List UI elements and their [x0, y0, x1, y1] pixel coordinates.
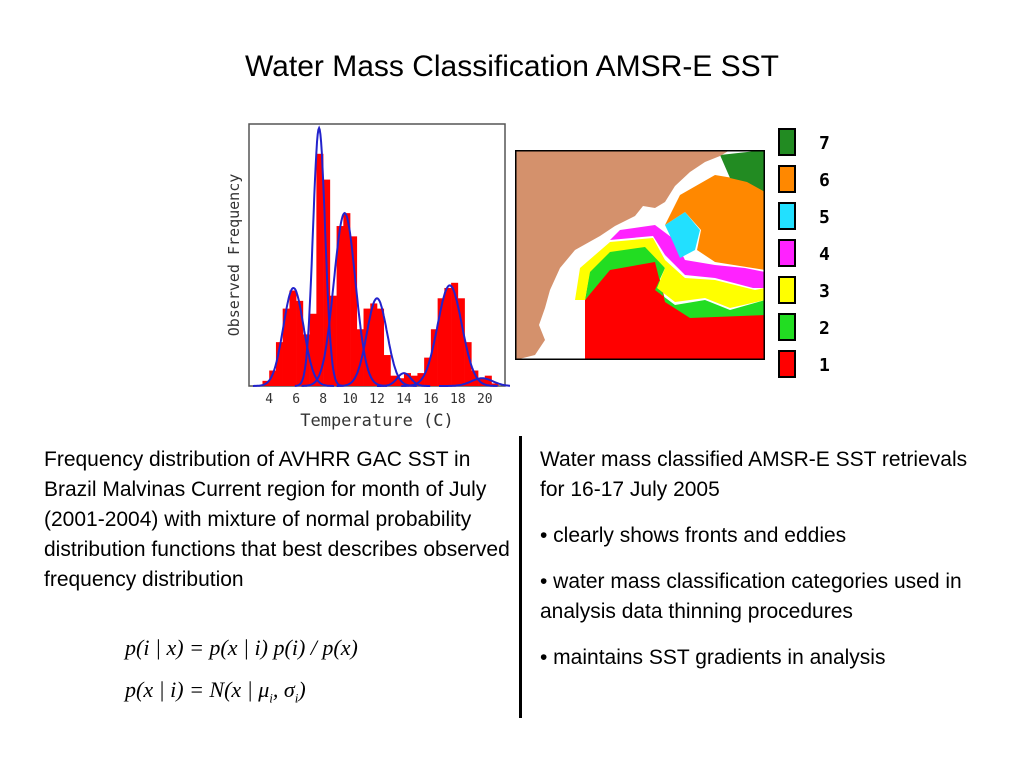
x-tick-label: 10 [342, 392, 358, 407]
frequency-histogram-chart: 4 6 8 10 12 14 16 18 20 Observed Frequency Tempe… [225, 123, 510, 431]
legend-swatch-class-6 [778, 165, 796, 193]
x-tick-label: 16 [423, 392, 439, 407]
histogram-bar [491, 383, 499, 386]
histogram-bar [275, 342, 283, 386]
bullet-fronts-eddies: • clearly shows fronts and eddies [540, 524, 847, 547]
histogram-bar [356, 329, 364, 386]
class-legend: 7 6 5 4 3 2 1 [778, 128, 830, 378]
gaussian-curve-4 [336, 297, 417, 387]
histogram-bar [282, 308, 290, 386]
histogram-bar [383, 355, 391, 386]
gaussian-curve-6 [401, 284, 498, 387]
x-tick-label: 6 [292, 392, 300, 407]
y-axis-label: Observed Frequency [225, 174, 243, 337]
legend-label-class-5: 5 [819, 207, 830, 228]
histogram-bar [424, 357, 432, 386]
normal-formula-sub-sigma: i [294, 690, 299, 706]
map-land [515, 150, 730, 360]
gaussian-curve-2 [294, 125, 343, 387]
histogram-bar [484, 375, 492, 386]
map-caption-intro: Water mass classified AMSR-E SST retriev… [540, 448, 968, 501]
histogram-bar [350, 236, 358, 386]
gaussian-curve-3 [301, 211, 388, 387]
legend-label-class-6: 6 [819, 170, 830, 191]
legend-swatch-class-3 [778, 276, 796, 304]
normal-formula-suffix: ) [298, 677, 306, 702]
x-tick-label: 18 [450, 392, 466, 407]
histogram-bar [309, 313, 317, 386]
histogram-bar [269, 370, 277, 386]
map-caption: Water mass classified AMSR-E SST retriev… [540, 445, 990, 689]
legend-swatch-class-5 [778, 202, 796, 230]
column-divider [519, 436, 522, 718]
normal-formula-sub-mu: i [269, 690, 273, 706]
histogram-bar [377, 308, 385, 386]
histogram-bar [437, 298, 445, 386]
legend-swatch-class-4 [778, 239, 796, 267]
gaussian-curve-1 [253, 286, 334, 387]
x-tick-label: 12 [369, 392, 385, 407]
normal-formula: p(x | i) = N(x | μi, σi) [125, 677, 306, 706]
page-title: Water Mass Classification AMSR-E SST [244, 50, 779, 83]
legend-label-class-7: 7 [819, 133, 830, 154]
histogram-caption: Frequency distribution of AVHRR GAC SST … [44, 448, 510, 591]
histogram-bar [444, 287, 452, 386]
x-axis-label: Temperature (C) [300, 411, 454, 431]
x-tick-label: 4 [265, 392, 273, 407]
map-region-class-4 [605, 225, 765, 288]
histogram-bar [464, 342, 472, 386]
x-tick-label: 20 [477, 392, 493, 407]
normal-formula-mid: , σ [272, 677, 295, 702]
legend-swatch-class-2 [778, 313, 796, 341]
histogram-bar [370, 303, 378, 386]
gaussian-curve-5 [377, 372, 431, 387]
histogram-bar [451, 282, 459, 386]
histogram-bar [397, 378, 405, 386]
map-region-class-1 [585, 260, 765, 360]
legend-label-class-2: 2 [819, 318, 830, 339]
histogram-bar [457, 298, 465, 386]
legend-swatch-class-7 [778, 128, 796, 156]
x-tick-label: 8 [319, 392, 327, 407]
histogram-bar [343, 213, 351, 386]
histogram-bar [296, 300, 304, 386]
legend-label-class-4: 4 [819, 244, 830, 265]
legend-label-class-3: 3 [819, 281, 830, 302]
bullet-data-thinning: • water mass classification categories u… [540, 570, 962, 623]
histogram-bar [329, 295, 337, 386]
map-region-class-3 [575, 238, 765, 308]
bayes-formula: p(i | x) = p(x | i) p(i) / p(x) [125, 635, 358, 660]
map-region-class-7 [720, 150, 765, 192]
x-tick-label: 14 [396, 392, 412, 407]
histogram-bar [336, 226, 344, 386]
normal-formula-prefix: p(x | i) = N(x | μ [125, 677, 270, 702]
bullet-sst-gradients: • maintains SST gradients in analysis [540, 646, 886, 669]
histogram-bar [363, 308, 371, 386]
histogram-bar [403, 373, 411, 386]
histogram-bar [289, 290, 297, 386]
histogram-bar [471, 370, 479, 386]
classified-sst-map [515, 150, 765, 360]
histogram-bar [316, 153, 324, 386]
map-region-class-2 [585, 245, 765, 318]
gaussian-curve-7 [439, 377, 510, 387]
map-region-class-5 [665, 212, 700, 258]
legend-swatch-class-1 [778, 350, 796, 378]
histogram-bar [430, 329, 438, 386]
map-region-class-6 [665, 175, 765, 270]
legend-label-class-1: 1 [819, 355, 830, 376]
